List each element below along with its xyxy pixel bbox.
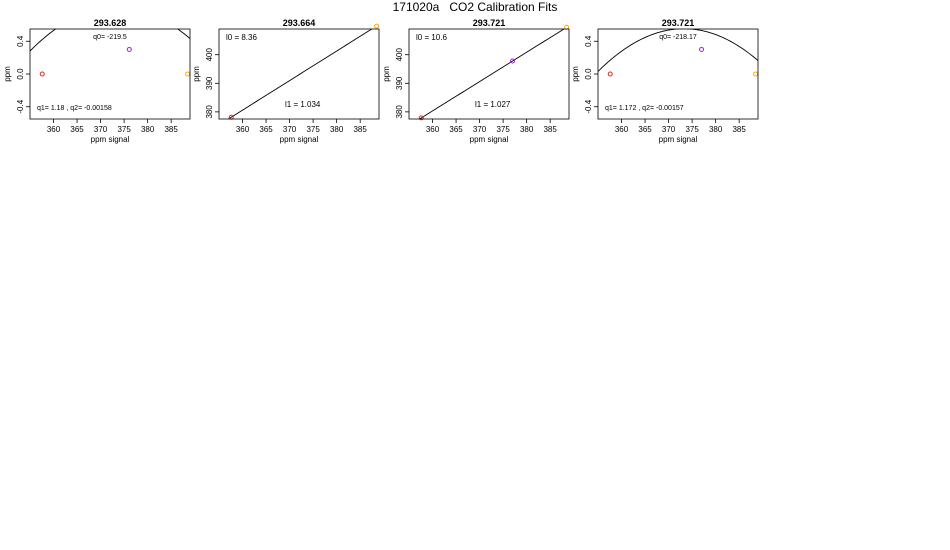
x-tick-label: 360 — [615, 125, 629, 134]
x-tick-label: 365 — [259, 125, 273, 134]
y-tick-label: -0.4 — [16, 99, 25, 113]
x-tick-label: 380 — [520, 125, 534, 134]
panel-title: 293.721 — [473, 18, 506, 28]
y-tick-label: 390 — [205, 76, 214, 90]
calibration-panel: 293.664 360 365 370 375 380 385 ppm signal 380 39… — [192, 18, 380, 144]
y-tick-label: 0.0 — [16, 68, 25, 80]
fit-curve — [227, 29, 373, 119]
x-tick-label: 385 — [353, 125, 367, 134]
x-tick-label: 365 — [449, 125, 463, 134]
y-axis-label: ppm — [3, 66, 12, 82]
y-tick-label: 0.4 — [584, 35, 593, 47]
fit-coefficient-l1: l1 = 1.034 — [285, 100, 321, 109]
x-tick-label: 375 — [685, 125, 699, 134]
page-title: 171020a CO2 Calibration Fits — [392, 0, 558, 14]
x-tick-label: 370 — [473, 125, 487, 134]
calibration-point — [39, 71, 45, 77]
x-axis-label: ppm signal — [280, 135, 319, 144]
calibration-point — [418, 115, 424, 121]
x-tick-label: 380 — [709, 125, 723, 134]
fit-coefficients-q1-q2: q1= 1.18 , q2= -0.00158 — [37, 105, 112, 112]
fit-coefficients-q1-q2: q1= 1.172 , q2= -0.00157 — [605, 105, 684, 112]
plot-frame — [408, 28, 570, 120]
x-tick-label: 380 — [141, 125, 155, 134]
y-tick-label: 0.4 — [16, 35, 25, 47]
x-tick-label: 370 — [662, 125, 676, 134]
x-tick-label: 360 — [47, 125, 61, 134]
calibration-point — [126, 46, 132, 52]
y-tick-label: 400 — [205, 47, 214, 61]
calibration-panel: 293.628 360 365 370 375 380 385 ppm signal -0.4 0… — [3, 18, 191, 144]
x-tick-label: 370 — [283, 125, 297, 134]
fit-coefficient-q0: q0= -218.17 — [659, 34, 697, 41]
panel-title: 293.721 — [662, 18, 695, 28]
calibration-point — [374, 23, 380, 29]
y-tick-label: 0.0 — [584, 68, 593, 80]
x-tick-label: 360 — [426, 125, 440, 134]
fit-curve — [418, 29, 565, 119]
x-axis-label: ppm signal — [91, 135, 130, 144]
x-tick-label: 360 — [236, 125, 250, 134]
fit-coefficient-q0: q0= -219.5 — [93, 34, 127, 41]
x-axis-label: ppm signal — [659, 135, 698, 144]
calibration-point — [753, 71, 759, 77]
y-tick-label: 380 — [395, 105, 404, 119]
fit-coefficient-l1: l1 = 1.027 — [475, 100, 511, 109]
x-tick-label: 375 — [496, 125, 510, 134]
x-tick-label: 385 — [164, 125, 178, 134]
calibration-point — [510, 58, 516, 64]
y-axis-label: ppm — [571, 66, 580, 82]
calibration-panel: 293.721 360 365 370 375 380 385 ppm signal 380 39… — [382, 18, 570, 144]
x-tick-label: 365 — [638, 125, 652, 134]
x-tick-label: 385 — [543, 125, 557, 134]
x-tick-label: 380 — [330, 125, 344, 134]
y-tick-label: 380 — [205, 105, 214, 119]
fit-coefficient-l0: l0 = 8.36 — [226, 33, 257, 42]
calibration-panel: 293.721 360 365 370 375 380 385 ppm signal -0.4 0… — [571, 18, 759, 144]
x-tick-label: 370 — [94, 125, 108, 134]
x-tick-label: 365 — [70, 125, 84, 134]
x-tick-label: 375 — [306, 125, 320, 134]
panel-title: 293.664 — [283, 18, 316, 28]
x-tick-label: 375 — [117, 125, 131, 134]
fit-coefficient-l0: l0 = 10.6 — [416, 33, 447, 42]
x-tick-label: 385 — [732, 125, 746, 134]
y-tick-label: -0.4 — [584, 99, 593, 113]
y-axis-label: ppm — [192, 66, 201, 82]
panel-title: 293.628 — [94, 18, 127, 28]
calibration-point — [607, 71, 613, 77]
y-axis-label: ppm — [382, 66, 391, 82]
y-tick-label: 400 — [395, 47, 404, 61]
plot-frame — [218, 28, 380, 120]
fit-curve — [598, 29, 758, 72]
y-tick-label: 390 — [395, 76, 404, 90]
x-axis-label: ppm signal — [470, 135, 509, 144]
calibration-point — [185, 71, 191, 77]
calibration-point — [699, 46, 705, 52]
